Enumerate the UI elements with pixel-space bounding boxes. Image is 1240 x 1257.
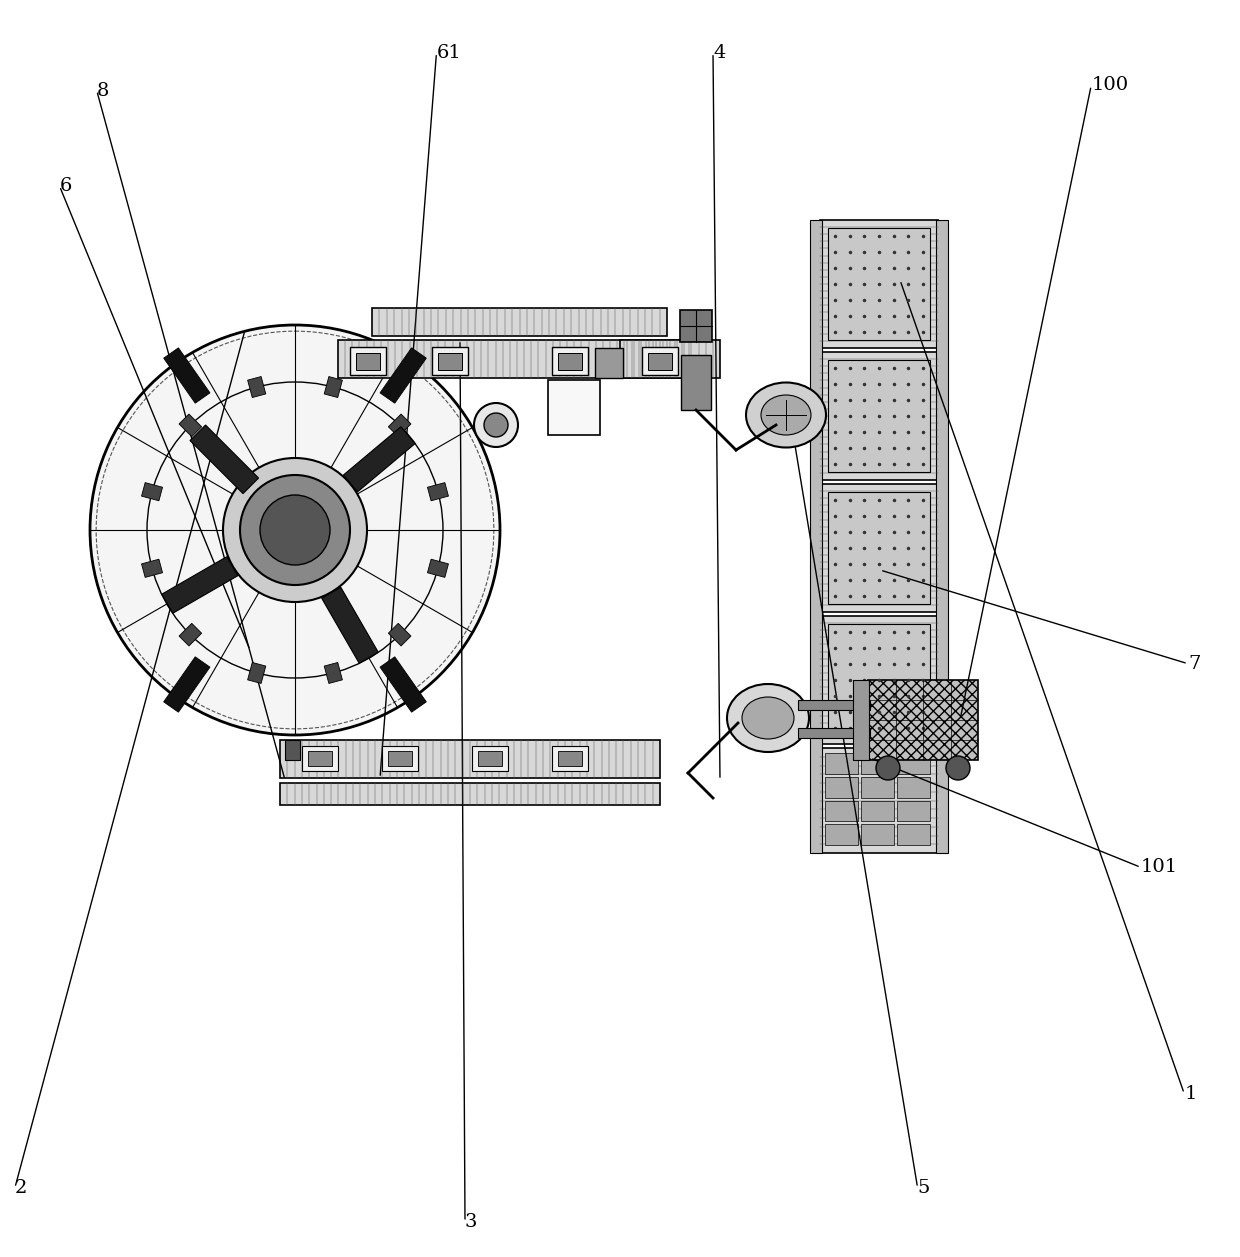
Ellipse shape xyxy=(746,382,826,447)
Bar xyxy=(897,753,930,774)
Bar xyxy=(820,616,937,744)
Bar xyxy=(868,680,978,760)
Bar xyxy=(810,220,822,854)
Bar xyxy=(164,657,210,713)
Bar xyxy=(552,745,588,771)
Bar xyxy=(820,748,937,854)
Bar xyxy=(428,483,449,500)
Bar xyxy=(477,750,502,766)
Circle shape xyxy=(241,475,350,585)
Bar xyxy=(558,353,582,370)
Text: 5: 5 xyxy=(918,1179,930,1197)
Bar xyxy=(680,310,712,342)
Bar xyxy=(379,348,427,403)
Bar xyxy=(897,801,930,821)
Bar xyxy=(825,825,858,845)
Bar xyxy=(861,801,894,821)
Bar xyxy=(428,559,449,577)
Bar xyxy=(280,783,660,804)
Bar xyxy=(642,347,678,375)
Bar xyxy=(248,377,265,397)
Circle shape xyxy=(260,495,330,564)
Circle shape xyxy=(474,403,518,447)
Bar xyxy=(820,352,937,480)
Bar xyxy=(161,557,238,613)
Bar xyxy=(382,745,418,771)
Bar xyxy=(388,414,410,436)
Bar xyxy=(558,750,582,766)
Bar xyxy=(828,491,930,605)
Bar xyxy=(861,777,894,797)
Bar xyxy=(379,657,427,713)
Bar xyxy=(388,623,410,646)
Bar xyxy=(861,753,894,774)
Bar xyxy=(179,414,202,436)
Text: 2: 2 xyxy=(15,1179,27,1197)
Bar xyxy=(343,427,415,491)
Bar xyxy=(681,354,711,410)
Bar xyxy=(820,484,937,612)
Text: 61: 61 xyxy=(436,44,461,62)
Ellipse shape xyxy=(742,696,794,739)
Bar xyxy=(828,623,930,737)
Bar xyxy=(825,801,858,821)
Bar xyxy=(248,662,265,684)
Text: 6: 6 xyxy=(60,177,72,195)
Bar xyxy=(324,662,342,684)
Bar xyxy=(897,777,930,797)
Bar xyxy=(548,380,600,435)
Bar xyxy=(799,728,870,738)
Circle shape xyxy=(91,326,500,735)
Bar xyxy=(190,425,259,494)
Bar xyxy=(825,753,858,774)
Text: 7: 7 xyxy=(1188,655,1200,672)
Bar xyxy=(799,700,870,710)
Bar xyxy=(141,559,162,577)
Bar xyxy=(141,483,162,500)
Ellipse shape xyxy=(761,395,811,435)
Bar xyxy=(339,339,696,378)
Bar xyxy=(853,680,869,760)
Text: 100: 100 xyxy=(1091,77,1128,94)
Bar xyxy=(861,825,894,845)
Bar xyxy=(303,745,339,771)
Bar xyxy=(825,777,858,797)
Bar xyxy=(280,740,660,778)
Bar xyxy=(936,220,949,854)
Bar xyxy=(820,220,937,348)
Bar xyxy=(649,353,672,370)
Bar xyxy=(372,308,667,336)
Bar xyxy=(552,347,588,375)
Bar xyxy=(164,348,210,403)
Bar xyxy=(350,347,386,375)
Bar xyxy=(308,750,332,766)
Bar xyxy=(432,347,467,375)
Bar xyxy=(438,353,463,370)
Bar xyxy=(897,825,930,845)
Text: 1: 1 xyxy=(1184,1085,1197,1102)
Text: 8: 8 xyxy=(97,82,109,99)
Circle shape xyxy=(946,755,970,781)
Bar xyxy=(285,740,300,760)
Bar xyxy=(356,353,379,370)
Bar xyxy=(388,750,412,766)
Bar xyxy=(828,360,930,471)
Text: 101: 101 xyxy=(1141,859,1178,876)
Bar xyxy=(324,377,342,397)
Bar xyxy=(620,339,720,378)
Bar xyxy=(595,348,622,378)
Circle shape xyxy=(223,458,367,602)
Text: 3: 3 xyxy=(465,1213,477,1231)
Ellipse shape xyxy=(727,684,808,752)
Text: 4: 4 xyxy=(713,44,725,62)
Bar xyxy=(321,587,378,664)
Circle shape xyxy=(484,414,508,437)
Bar xyxy=(472,745,508,771)
Bar xyxy=(179,623,202,646)
Circle shape xyxy=(875,755,900,781)
Bar xyxy=(828,228,930,339)
